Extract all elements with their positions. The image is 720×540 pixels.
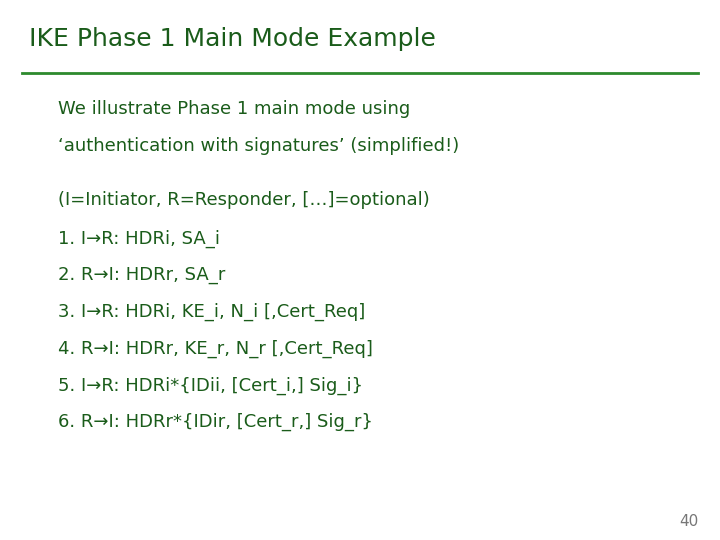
Text: 2. R→I: HDRr, SA_r: 2. R→I: HDRr, SA_r xyxy=(58,266,225,284)
Text: (I=Initiator, R=Responder, […]=optional): (I=Initiator, R=Responder, […]=optional) xyxy=(58,191,429,208)
Text: 4. R→I: HDRr, KE_r, N_r [,Cert_Req]: 4. R→I: HDRr, KE_r, N_r [,Cert_Req] xyxy=(58,340,372,358)
Text: 6. R→I: HDRr*{IDir, [Cert_r,] Sig_r}: 6. R→I: HDRr*{IDir, [Cert_r,] Sig_r} xyxy=(58,413,372,431)
Text: ‘authentication with signatures’ (simplified!): ‘authentication with signatures’ (simpli… xyxy=(58,137,459,154)
Text: 40: 40 xyxy=(679,514,698,529)
Text: 5. I→R: HDRi*{IDii, [Cert_i,] Sig_i}: 5. I→R: HDRi*{IDii, [Cert_i,] Sig_i} xyxy=(58,376,363,395)
Text: We illustrate Phase 1 main mode using: We illustrate Phase 1 main mode using xyxy=(58,100,410,118)
Text: IKE Phase 1 Main Mode Example: IKE Phase 1 Main Mode Example xyxy=(29,27,436,51)
Text: 1. I→R: HDRi, SA_i: 1. I→R: HDRi, SA_i xyxy=(58,230,220,248)
Text: 3. I→R: HDRi, KE_i, N_i [,Cert_Req]: 3. I→R: HDRi, KE_i, N_i [,Cert_Req] xyxy=(58,303,365,321)
